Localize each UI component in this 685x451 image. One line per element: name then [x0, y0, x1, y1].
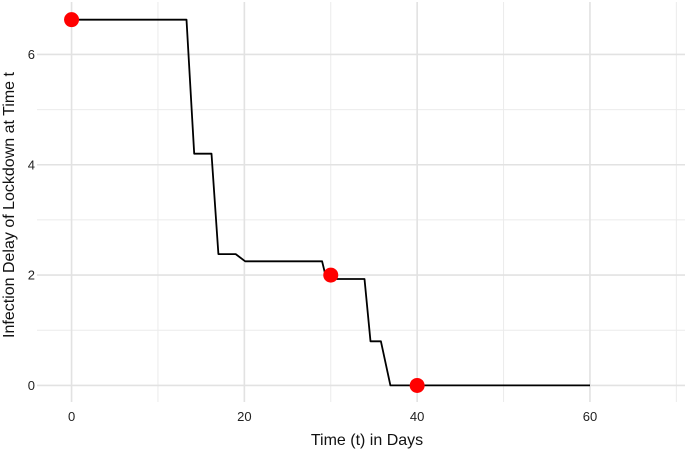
series-line	[71, 18, 590, 387]
y-axis-title: Infection Delay of Lockdown at Time t	[1, 71, 18, 337]
y-tick-labels: 0 2 4 6	[28, 47, 35, 393]
x-tick-label: 20	[237, 409, 251, 424]
x-tick-labels: 0 20 40 60	[68, 409, 597, 424]
y-tick-label: 2	[28, 268, 35, 283]
grid	[37, 2, 685, 402]
x-tick-label: 40	[410, 409, 424, 424]
x-tick-label: 0	[68, 409, 75, 424]
x-tick-label: 60	[583, 409, 597, 424]
highlight-point	[323, 267, 339, 283]
x-axis-title: Time (t) in Days	[311, 432, 423, 449]
y-tick-label: 0	[28, 378, 35, 393]
y-tick-label: 6	[28, 47, 35, 62]
highlight-point	[64, 12, 80, 28]
highlight-point	[409, 377, 425, 393]
highlight-points-layer	[64, 12, 425, 393]
series-layer	[71, 18, 590, 387]
y-tick-label: 4	[28, 157, 35, 172]
